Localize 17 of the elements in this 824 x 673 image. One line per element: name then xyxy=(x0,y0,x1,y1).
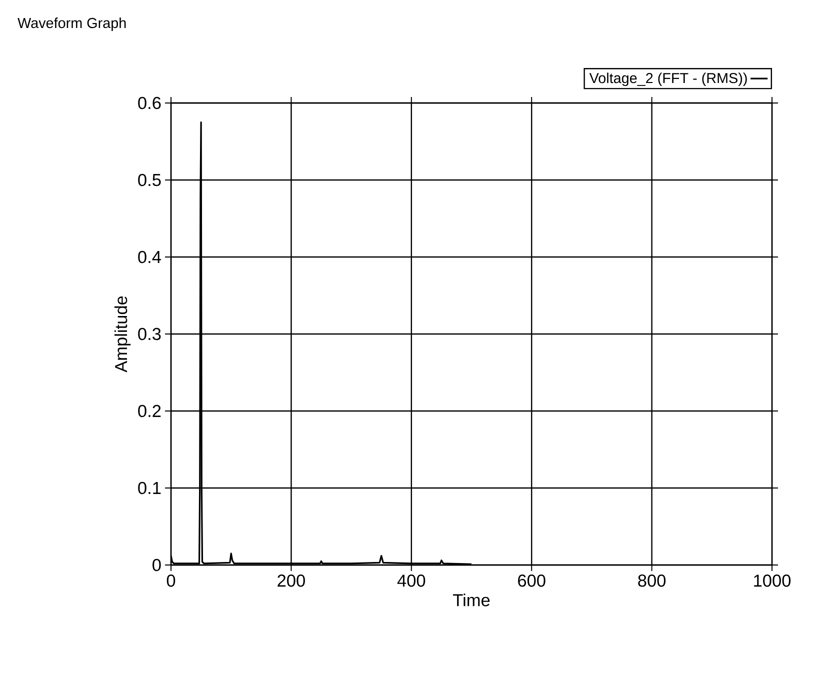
y-tick-label: 0 xyxy=(152,558,161,572)
y-tick-label: 0.6 xyxy=(138,96,161,110)
y-tick-label: 0.1 xyxy=(138,482,161,494)
x-tick-label: 600 xyxy=(518,574,546,587)
legend-label: Voltage_2 (FFT - (RMS)) xyxy=(589,72,747,86)
x-axis-title: Time xyxy=(453,594,490,606)
x-tick-label: 0 xyxy=(166,574,176,587)
x-tick-label: 1000 xyxy=(754,574,791,587)
y-tick-label: 0.4 xyxy=(138,250,161,264)
x-tick-label: 800 xyxy=(638,574,666,587)
y-tick-label: 0.2 xyxy=(138,404,161,418)
x-tick-label: 400 xyxy=(397,574,426,587)
chart-title: Waveform Graph xyxy=(18,18,126,31)
y-tick-label: 0.3 xyxy=(138,328,161,340)
y-axis-title: Amplitude xyxy=(114,296,131,372)
y-tick-label: 0.5 xyxy=(138,174,161,186)
x-tick-label: 200 xyxy=(278,574,305,587)
